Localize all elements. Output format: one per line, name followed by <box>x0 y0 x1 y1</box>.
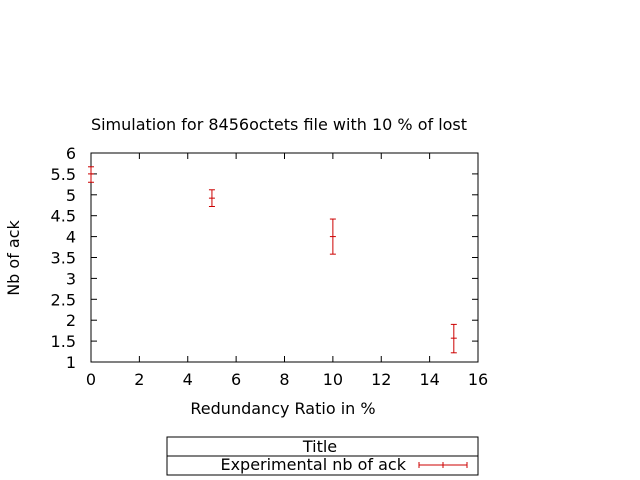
x-tick-label: 12 <box>371 370 391 389</box>
y-tick-label: 6 <box>66 144 76 163</box>
x-tick-label: 2 <box>134 370 144 389</box>
x-tick-label: 10 <box>323 370 343 389</box>
y-tick-label: 5 <box>66 186 76 205</box>
data-point <box>208 189 215 208</box>
y-axis-label: Nb of ack <box>4 219 23 295</box>
x-tick-label: 14 <box>419 370 439 389</box>
y-tick-label: 2 <box>66 311 76 330</box>
y-tick-label: 2.5 <box>51 290 76 309</box>
x-axis-label: Redundancy Ratio in % <box>190 399 375 418</box>
data-point <box>329 218 336 255</box>
y-tick-label: 1.5 <box>51 332 76 351</box>
legend: Title Experimental nb of ack <box>166 436 479 476</box>
chart-title: Simulation for 8456octets file with 10 %… <box>91 115 467 134</box>
y-tick-label: 4.5 <box>51 207 76 226</box>
x-axis: 0 2 4 6 8 10 12 14 16 <box>86 153 488 389</box>
x-tick-label: 4 <box>183 370 193 389</box>
legend-entry-sample <box>418 462 468 468</box>
x-tick-label: 8 <box>279 370 289 389</box>
plot-frame <box>90 152 479 363</box>
y-tick-label: 3 <box>66 269 76 288</box>
data-point <box>450 323 457 354</box>
x-tick-label: 16 <box>468 370 488 389</box>
x-tick-label: 6 <box>231 370 241 389</box>
data-point <box>88 166 94 183</box>
y-tick-label: 1 <box>66 353 76 372</box>
legend-title: Title <box>302 437 337 456</box>
y-axis: 1 1.5 2 2.5 33.5 4 4.5 5 5.5 6 <box>51 144 478 372</box>
legend-entry-label: Experimental nb of ack <box>220 455 406 474</box>
y-tick-label: 4 <box>66 228 76 247</box>
y-tick-label: 3.5 <box>51 249 76 268</box>
series-experimental <box>88 166 457 354</box>
y-tick-label: 5.5 <box>51 165 76 184</box>
x-tick-label: 0 <box>86 370 96 389</box>
